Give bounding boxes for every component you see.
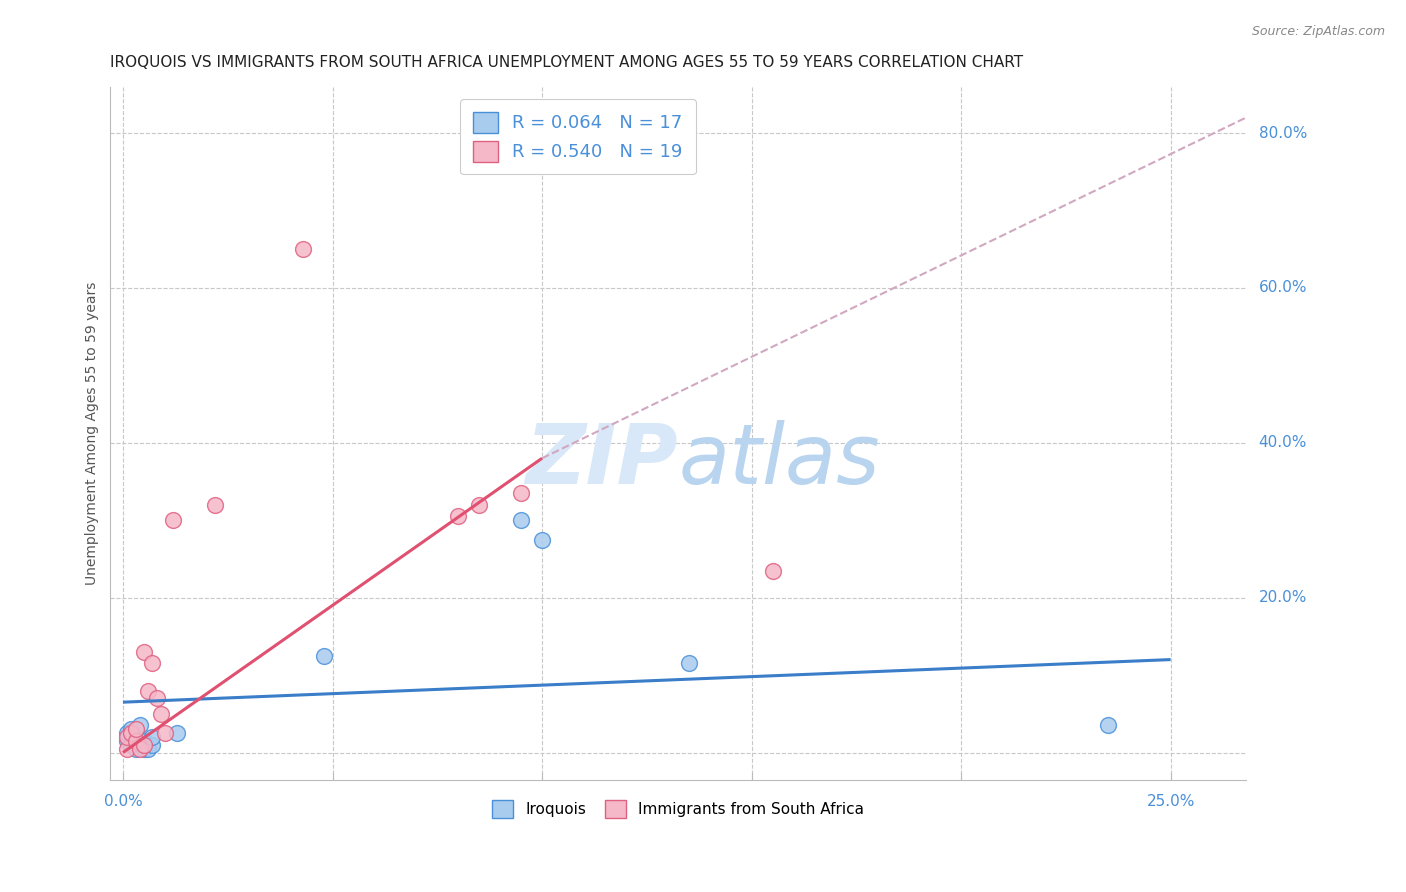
Point xyxy=(145,691,167,706)
Point xyxy=(510,486,533,500)
Point xyxy=(115,730,138,744)
Text: atlas: atlas xyxy=(678,420,880,501)
Point xyxy=(120,726,142,740)
Point xyxy=(149,706,172,721)
Point xyxy=(120,738,142,752)
Point xyxy=(128,734,150,748)
Point xyxy=(510,513,533,527)
Point xyxy=(132,734,155,748)
Text: 60.0%: 60.0% xyxy=(1258,280,1308,295)
Point xyxy=(141,657,163,671)
Text: 0.0%: 0.0% xyxy=(104,794,142,808)
Point xyxy=(136,683,159,698)
Point xyxy=(115,726,138,740)
Text: ZIP: ZIP xyxy=(526,420,678,501)
Point xyxy=(132,738,155,752)
Point xyxy=(136,741,159,756)
Point xyxy=(124,734,146,748)
Text: IROQUOIS VS IMMIGRANTS FROM SOUTH AFRICA UNEMPLOYMENT AMONG AGES 55 TO 59 YEARS : IROQUOIS VS IMMIGRANTS FROM SOUTH AFRICA… xyxy=(111,55,1024,70)
Point xyxy=(468,498,491,512)
Text: 80.0%: 80.0% xyxy=(1258,126,1308,141)
Point xyxy=(678,657,700,671)
Point xyxy=(166,726,188,740)
Point xyxy=(132,741,155,756)
Point xyxy=(447,509,470,524)
Point xyxy=(124,723,146,737)
Point xyxy=(292,242,315,256)
Point xyxy=(141,738,163,752)
Point xyxy=(141,730,163,744)
Text: Source: ZipAtlas.com: Source: ZipAtlas.com xyxy=(1251,25,1385,38)
Point xyxy=(761,564,783,578)
Point xyxy=(1097,718,1119,732)
Point xyxy=(115,734,138,748)
Point xyxy=(128,718,150,732)
Point xyxy=(132,645,155,659)
Text: 20.0%: 20.0% xyxy=(1258,591,1308,605)
Point xyxy=(204,498,226,512)
Point xyxy=(124,730,146,744)
Y-axis label: Unemployment Among Ages 55 to 59 years: Unemployment Among Ages 55 to 59 years xyxy=(86,281,100,585)
Point xyxy=(128,741,150,756)
Point xyxy=(124,741,146,756)
Point xyxy=(120,723,142,737)
Point xyxy=(115,741,138,756)
Legend: Iroquois, Immigrants from South Africa: Iroquois, Immigrants from South Africa xyxy=(486,794,870,824)
Point xyxy=(531,533,554,547)
Point xyxy=(314,648,336,663)
Point xyxy=(153,726,176,740)
Text: 40.0%: 40.0% xyxy=(1258,435,1308,450)
Point xyxy=(162,513,184,527)
Text: 25.0%: 25.0% xyxy=(1146,794,1195,808)
